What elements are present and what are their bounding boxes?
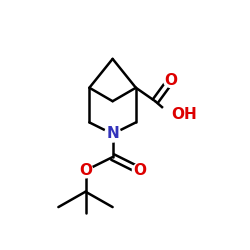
Circle shape (164, 73, 178, 87)
Circle shape (104, 126, 121, 142)
Text: O: O (164, 72, 177, 88)
Text: O: O (133, 163, 146, 178)
Text: N: N (106, 126, 119, 142)
Text: O: O (79, 163, 92, 178)
Text: OH: OH (171, 107, 196, 122)
Circle shape (132, 163, 147, 178)
Circle shape (161, 105, 180, 124)
Circle shape (78, 163, 93, 178)
